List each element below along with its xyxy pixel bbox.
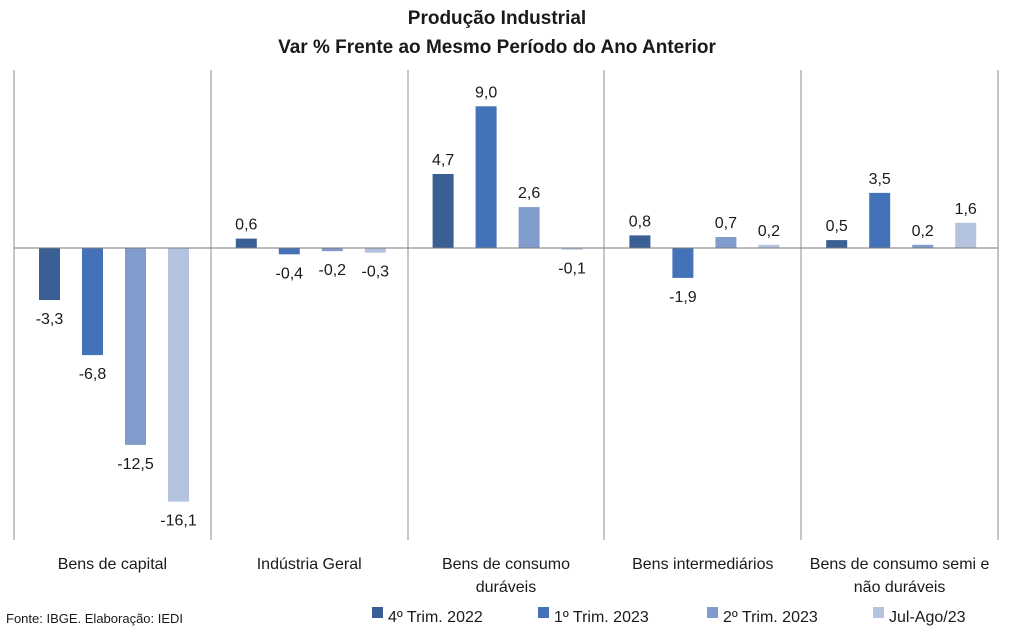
source-note: Fonte: IBGE. Elaboração: IEDI [6, 611, 183, 626]
bar-value-label: -6,8 [79, 366, 107, 383]
category-label: Bens de capital [58, 556, 167, 573]
bar-value-label: 0,5 [826, 218, 848, 235]
category-label: não duráveis [854, 579, 946, 596]
bar-value-label: 0,7 [715, 215, 737, 232]
bar [826, 240, 848, 248]
bar [235, 238, 257, 248]
bar [321, 248, 343, 252]
bar-value-label: 0,6 [235, 217, 257, 234]
bar [715, 237, 737, 248]
bar [125, 248, 146, 445]
legend-swatch [707, 607, 718, 618]
bar-value-label: 0,2 [758, 223, 780, 240]
legend-label: Jul-Ago/23 [889, 609, 966, 626]
bar [518, 207, 540, 248]
bar-value-label: 4,7 [432, 152, 454, 169]
bar-value-label: -0,3 [362, 264, 390, 281]
legend-label: 2º Trim. 2023 [723, 609, 818, 626]
bar [758, 244, 780, 248]
bar [561, 248, 583, 250]
bar-value-label: -0,1 [558, 261, 586, 278]
bar [278, 248, 300, 255]
legend-label: 1º Trim. 2023 [554, 609, 649, 626]
bar [475, 106, 497, 249]
bar [629, 235, 651, 248]
bar-value-label: 2,6 [518, 185, 540, 202]
bar [672, 248, 694, 278]
bar [82, 248, 103, 356]
bar [869, 192, 891, 248]
bar-value-label: -16,1 [160, 513, 197, 530]
bar-value-label: -12,5 [117, 456, 154, 473]
category-label: Bens de consumo semi e [810, 556, 990, 573]
bar [432, 174, 454, 248]
bar-value-label: -1,9 [669, 289, 697, 306]
legend: 4º Trim. 2022 1º Trim. 2023 2º Trim. 2023 J… [372, 607, 966, 626]
bar-value-label: 1,6 [955, 201, 977, 218]
bar [168, 248, 189, 502]
bar-value-label: 0,2 [912, 223, 934, 240]
bar-value-label: 9,0 [475, 84, 497, 101]
bar [39, 248, 60, 300]
chart-title-line-1: Produção Industrial [408, 8, 586, 29]
bar-value-label: -0,4 [276, 265, 304, 282]
bar [955, 222, 977, 248]
category-label: Indústria Geral [257, 556, 362, 573]
category-label: Bens intermediários [632, 556, 773, 573]
bar-value-label: -0,2 [319, 262, 347, 279]
bar-value-label: 3,5 [869, 171, 891, 188]
plot-area: -3,3 -6,8 -12,5 -16,1 0,6 -0,4 -0,2 -0,3 4,7 9,0 2… [13, 70, 999, 540]
category-label: Bens de consumo [442, 556, 570, 573]
bar [912, 244, 934, 248]
legend-swatch [538, 607, 549, 618]
bar-value-label: 0,8 [629, 213, 651, 230]
chart-title-line-2: Var % Frente ao Mesmo Período do Ano Ant… [278, 37, 716, 58]
bar-value-label: -3,3 [36, 311, 64, 328]
category-label: duráveis [476, 579, 536, 596]
legend-swatch [873, 607, 884, 618]
bar [364, 248, 386, 253]
legend-label: 4º Trim. 2022 [388, 609, 483, 626]
legend-swatch [372, 607, 383, 618]
category-labels: Bens de capital Indústria Geral Bens de co… [58, 556, 990, 596]
